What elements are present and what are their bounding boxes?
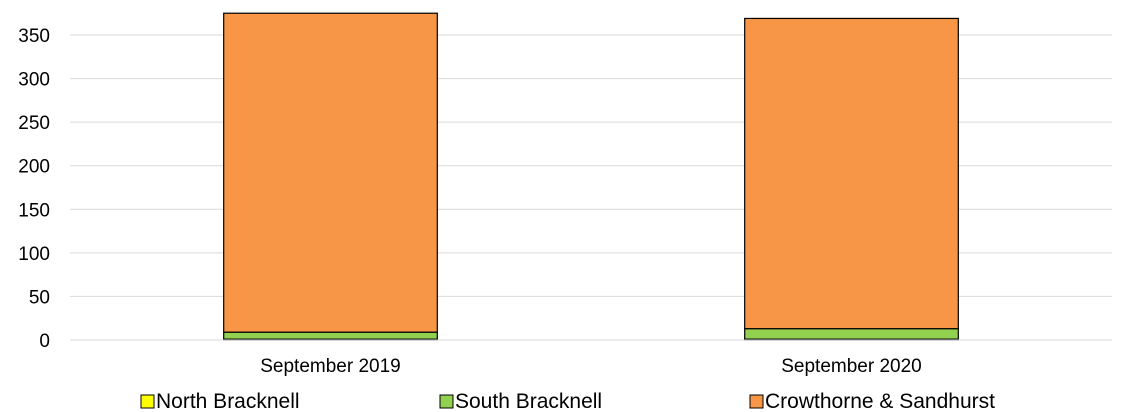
y-tick-label: 250 (18, 113, 50, 134)
legend-label: South Bracknell (455, 390, 602, 412)
legend-swatch (439, 394, 454, 409)
legend-label: Crowthorne & Sandhurst (765, 390, 995, 412)
y-axis: 0 50 100 150 200 250 300 350 (18, 26, 50, 352)
legend-item-south-bracknell: South Bracknell (439, 390, 602, 412)
y-tick-label: 200 (18, 157, 50, 178)
bar-south-bracknell-september-2020 (744, 328, 959, 340)
x-axis: September 2019 September 2020 (260, 356, 922, 377)
legend-item-crowthorne-sandhurst: Crowthorne & Sandhurst (749, 390, 995, 412)
bar-crowthorne-sandhurst-september-2020 (744, 17, 959, 330)
x-tick-label: September 2020 (781, 356, 922, 377)
y-tick-label: 300 (18, 70, 50, 91)
legend-label: North Bracknell (156, 390, 300, 412)
legend-swatch (140, 394, 155, 409)
x-tick-label: September 2019 (260, 356, 401, 377)
y-tick-label: 350 (18, 26, 50, 47)
y-tick-label: 100 (18, 244, 50, 265)
y-tick-label: 150 (18, 200, 50, 221)
legend-item-north-bracknell: North Bracknell (140, 390, 300, 412)
y-tick-label: 0 (39, 331, 50, 352)
bar-crowthorne-sandhurst-september-2019 (223, 12, 438, 333)
bars (223, 12, 959, 341)
legend-swatch (749, 394, 764, 409)
y-tick-label: 50 (29, 287, 50, 308)
legend: North Bracknell South Bracknell Crowthorne… (140, 390, 995, 412)
bar-south-bracknell-september-2019 (223, 331, 438, 340)
